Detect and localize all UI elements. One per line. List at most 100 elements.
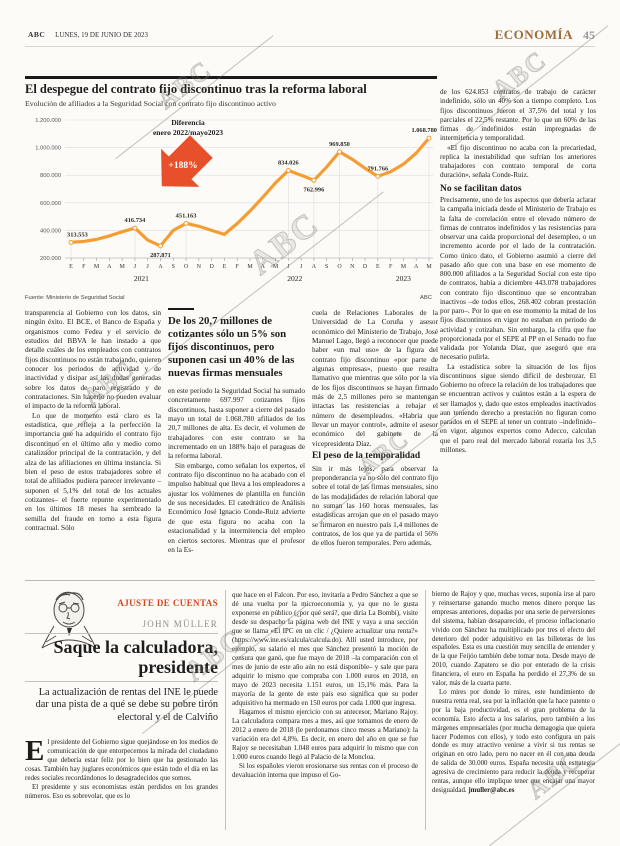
masthead: ABC LUNES, 19 DE JUNIO DE 2023 [28,30,148,39]
data-point-label: 451.163 [176,212,197,219]
month-label: O [337,264,342,270]
opinion-paragraph: Si los españoles vieron erosionarse sus … [232,762,418,779]
y-tick-label: 1.000.000 [35,146,61,152]
month-label: J [134,264,137,270]
data-point-marker [337,149,342,155]
opinion-author: JOHN MÜLLER [142,619,218,629]
month-label: A [261,264,266,270]
article-paragraph: Lo que de momento está claro es la estad… [25,410,161,532]
month-label: N [350,264,355,270]
article-paragraph: Sin embargo, como señalan los expertos, … [168,460,305,554]
month-label: E [376,264,380,270]
article-paragraph: Sin ir más lejos, para observar la prepo… [312,463,438,548]
paper-name: ABC [28,30,46,39]
data-point-label: 313.553 [67,231,88,238]
affiliates-line-chart: 1.200.000 1.000.000 800.000 600.000 400.000 2… [35,118,437,283]
pullquote-rule [168,308,194,310]
data-point-marker [311,177,317,183]
header-rule [25,46,595,47]
data-point-label: 762.996 [304,186,326,193]
y-tick-label: 200.000 [40,256,61,262]
data-point-label: 969.850 [329,141,350,148]
annotation-subtitle: enero 2022/mayo2023 [153,128,223,137]
down-left-arrow-icon [161,135,213,187]
opinion-kicker: AJUSTE DE CUENTAS [117,598,218,608]
month-label: D [363,264,368,270]
opinion-rule [25,633,218,634]
opinion-column-2: que hace en el Falcon. Por eso, invitarí… [232,591,418,834]
data-point-label: 416.734 [125,217,147,224]
y-tick-label: 800.000 [40,173,61,179]
author-email: jmuller@abc.es [468,786,515,794]
opinion-rule [25,681,218,682]
data-point-label: 834.026 [278,160,300,167]
data-point-marker [183,220,189,226]
month-label: M [401,264,407,270]
month-label: A [312,264,317,270]
article-subhead: No se facilitan datos [440,183,522,194]
article-paragraph: cuela de Relaciones Laborales de la Univ… [312,308,438,448]
chart-source: Fuente: Ministerio de Seguridad Social [25,295,125,301]
pullquote: De los 20,7 millones de cotizantes sólo … [168,315,295,379]
article-column-3: cuela de Relaciones Laborales de la Univ… [312,308,438,548]
article-column-4: de los 624.853 contratos de trabajo de c… [440,88,596,584]
article-paragraph: transparencia al Gobierno con los datos,… [25,308,161,411]
data-point-label: 791.766 [367,165,389,172]
month-label: F [389,264,393,270]
column-separator [225,590,226,830]
article-subhead: El peso de la temporalidad [312,451,421,462]
month-label: S [172,264,175,270]
data-point-marker [68,239,74,245]
opinion-paragraph: que hace en el Falcon. Por eso, invitarí… [232,591,418,707]
month-label: E [69,264,73,270]
month-label: A [414,264,419,270]
month-label: A [107,264,112,270]
chart-top-rule [25,76,437,79]
year-label: 2022 [287,274,302,283]
page-number: 45 [583,28,595,42]
affiliates-line [69,136,431,248]
chart-title: El despegue del contrato fijo discontinu… [25,82,367,96]
article-paragraph: «El fijo discontinuo no acaba con la pre… [440,143,596,180]
month-label: E [223,264,227,270]
opinion-column-3: bierno de Rajoy y que, muchas veces, sup… [432,591,595,837]
opinion-paragraph: bierno de Rajoy y que, muchas veces, sup… [432,591,595,688]
month-label: S [325,264,328,270]
data-point-label: 287.871 [150,252,171,259]
month-label: J [147,264,150,270]
section-folio: ECONOMÍA 45 [495,26,595,44]
article-paragraph: Precisamente, uno de los aspectos que de… [440,196,596,362]
year-label: 2021 [134,274,149,283]
annotation-title: Diferencia [171,118,205,127]
month-label: M [273,264,279,270]
month-label: O [184,264,189,270]
article-column-2: De los 20,7 millones de cotizantes sólo … [168,308,305,554]
data-point-marker [158,243,163,249]
y-tick-label: 600.000 [40,201,61,207]
opinion-paragraph: Lo mires por donde lo mires, este hundim… [432,688,595,794]
chart-credit: ABC [420,295,432,301]
article-column-1: transparencia al Gobierno con los datos,… [25,308,161,532]
month-label: A [158,264,163,270]
month-label: D [209,264,214,270]
month-label: M [426,264,432,270]
month-label: F [82,264,86,270]
article-paragraph: de los 624.853 contratos de trabajo de c… [440,88,596,143]
month-label: J [287,264,290,270]
section-title: ECONOMÍA [494,27,573,42]
section-divider [25,580,595,581]
data-point-marker [285,168,291,174]
data-point-marker [426,135,432,141]
edition-date: LUNES, 19 DE JUNIO DE 2023 [55,31,149,39]
month-label: J [300,264,303,270]
month-label: F [236,264,240,270]
opinion-deck: La actualización de rentas del INE le pu… [35,687,218,723]
author-caricature [41,591,97,649]
year-label: 2023 [396,274,411,283]
column-separator [425,590,426,830]
month-label: M [94,264,100,270]
opinion-paragraph: El presidente y sus economistas están pe… [25,783,218,800]
